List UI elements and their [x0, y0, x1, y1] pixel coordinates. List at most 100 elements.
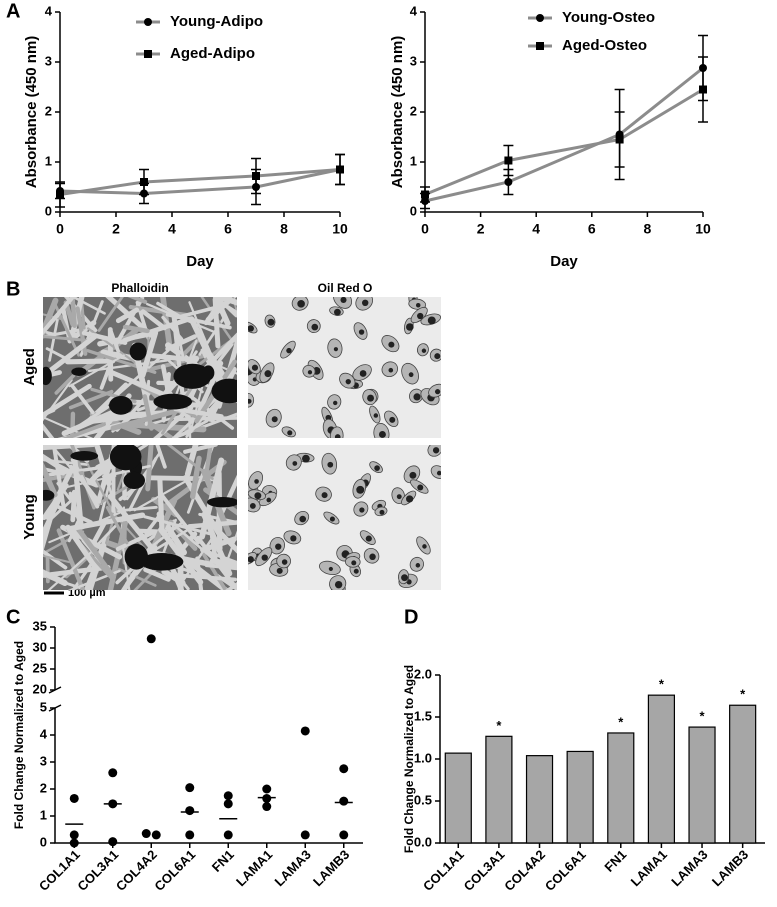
significance-marker: *: [659, 677, 665, 692]
texture: [158, 526, 204, 585]
y-tick-label: 1: [40, 807, 47, 822]
y-axis-label: Fold Change Normalized to Aged: [402, 665, 416, 853]
y-tick-label: 1.5: [414, 708, 432, 723]
x-tick-label: LAMA1: [233, 847, 275, 889]
point: [262, 802, 272, 812]
texture: [340, 297, 347, 303]
texture: [187, 520, 237, 529]
texture: [369, 553, 376, 561]
texture: [160, 297, 173, 348]
x-tick-label: 4: [168, 221, 176, 237]
texture: [97, 297, 124, 332]
texture: [61, 406, 123, 437]
texture: [157, 477, 165, 533]
y-tick-label: 2: [40, 780, 47, 795]
texture: [143, 567, 171, 582]
point: [300, 726, 310, 736]
texture: [68, 354, 125, 388]
texture: [290, 535, 297, 542]
point: [223, 791, 233, 801]
texture: [212, 297, 221, 349]
y-tick-label: 0: [45, 203, 52, 218]
texture: [204, 563, 237, 571]
marker: [421, 190, 429, 199]
texture: [124, 543, 149, 570]
panel-label: A: [6, 0, 20, 22]
texture: [408, 372, 414, 378]
axes: [59, 12, 340, 213]
x-tick-label: 6: [224, 221, 232, 237]
marker: [140, 178, 148, 186]
x-tick-label: 4: [532, 221, 540, 237]
texture: [115, 307, 140, 324]
texture: [188, 316, 229, 393]
texture: [43, 383, 92, 418]
y-axis-label: Fold Change Normalized to Aged: [12, 641, 26, 829]
texture: [358, 329, 365, 335]
texture: [109, 395, 133, 415]
texture: [212, 337, 237, 369]
significance-marker: *: [700, 709, 706, 724]
texture: [334, 434, 341, 438]
y-tick-label: 3: [45, 53, 52, 68]
texture: [434, 389, 441, 395]
texture: [49, 459, 79, 476]
texture: [251, 364, 259, 371]
texture: [415, 563, 421, 568]
x-tick-label: FN1: [209, 847, 237, 875]
texture: [151, 496, 179, 518]
point: [146, 634, 156, 644]
texture: [173, 316, 185, 358]
y-tick-label: 1: [45, 153, 52, 168]
panel-label: D: [404, 606, 418, 628]
texture: [297, 300, 305, 308]
texture: [254, 479, 259, 484]
y-tick-label: 1.0: [414, 750, 432, 765]
point: [108, 837, 118, 847]
marker: [56, 190, 64, 199]
x-tick-label: COL3A1: [74, 847, 121, 894]
marker: [144, 50, 152, 58]
marker: [144, 18, 152, 26]
texture: [67, 512, 146, 532]
x-tick-label: LAMA1: [628, 847, 670, 889]
texture: [356, 485, 365, 494]
marker: [615, 135, 624, 144]
texture: [121, 544, 131, 590]
texture: [388, 367, 394, 373]
texture: [321, 492, 328, 499]
texture: [75, 526, 117, 580]
texture: [109, 445, 142, 471]
y-axis-label: Absorbance (450 nm): [23, 36, 40, 189]
texture: [139, 329, 159, 379]
legend-label: Aged-Osteo: [562, 37, 647, 54]
texture: [249, 503, 256, 509]
texture: [160, 493, 201, 545]
texture: [187, 393, 235, 430]
texture: [115, 529, 157, 552]
bar: [444, 752, 472, 844]
y-tick-label: 1: [410, 153, 417, 168]
texture: [81, 330, 128, 345]
x-tick-label: 10: [695, 221, 711, 237]
significance-marker: *: [740, 687, 746, 702]
point: [185, 830, 195, 840]
texture: [292, 461, 298, 466]
texture: [184, 445, 199, 477]
texture: [70, 489, 77, 523]
x-tick-label: FN1: [601, 847, 629, 875]
texture: [43, 504, 57, 553]
texture: [105, 297, 154, 338]
y-tick-label: 2: [410, 103, 417, 118]
x-tick-label: LAMB3: [310, 847, 352, 889]
x-tick-label: COL1A1: [36, 847, 83, 894]
texture: [87, 464, 114, 512]
texture: [436, 470, 441, 476]
y-tick-label: 5: [40, 699, 47, 714]
texture: [427, 316, 436, 325]
texture: [396, 494, 402, 500]
texture: [434, 353, 441, 360]
texture: [379, 509, 385, 515]
y-axis-label: Absorbance (450 nm): [389, 36, 406, 189]
point: [69, 793, 79, 803]
